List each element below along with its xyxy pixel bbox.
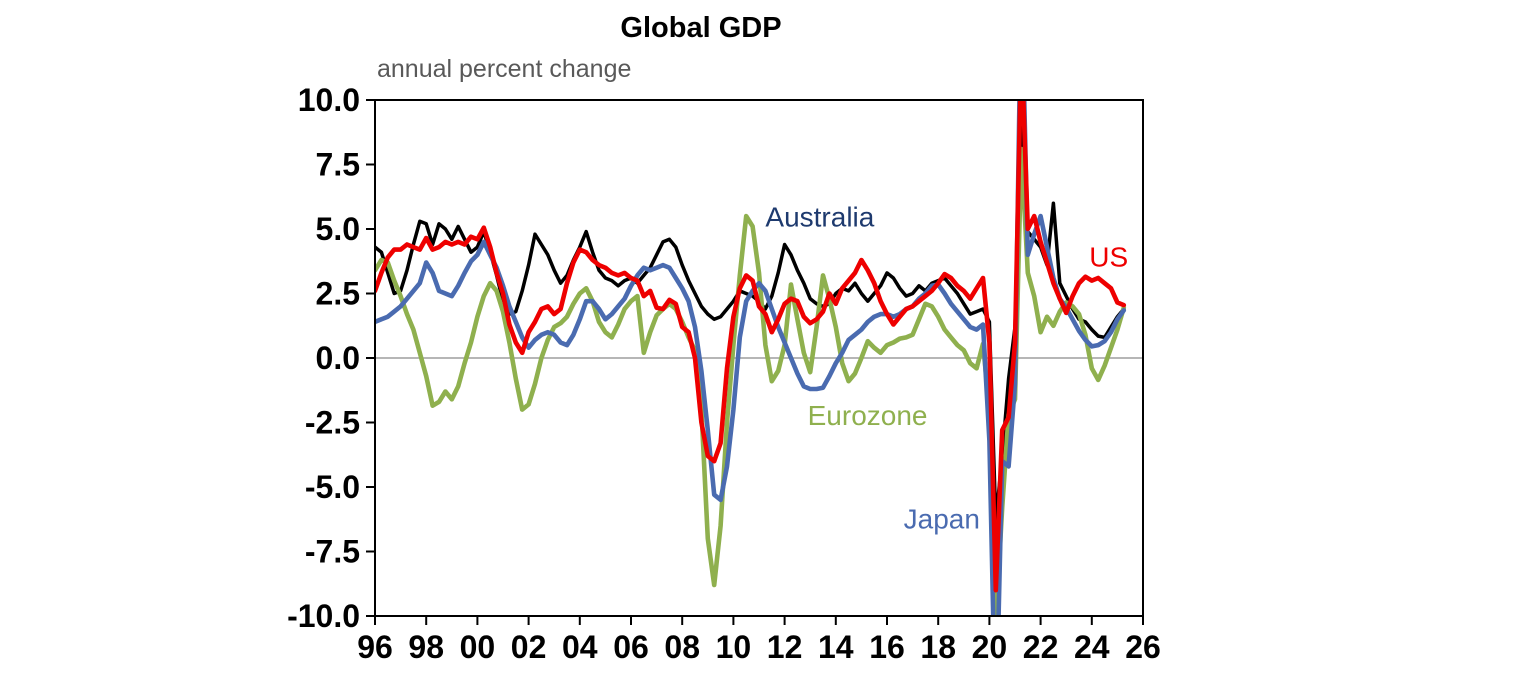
y-tick-label: 7.5 bbox=[316, 147, 360, 183]
series-label-eurozone: Eurozone bbox=[808, 400, 928, 431]
x-tick-label: 14 bbox=[818, 629, 854, 665]
y-tick-label: 10.0 bbox=[298, 82, 360, 118]
y-tick-label: 2.5 bbox=[316, 276, 360, 312]
y-tick-label: -5.0 bbox=[305, 469, 360, 505]
y-tick-label: 5.0 bbox=[316, 211, 360, 247]
chart-title: Global GDP bbox=[620, 12, 782, 44]
x-tick-label: 04 bbox=[562, 629, 598, 665]
y-tick-label: 0.0 bbox=[316, 340, 360, 376]
line-us bbox=[375, 100, 1127, 593]
x-tick-label: 12 bbox=[767, 629, 803, 665]
x-tick-label: 22 bbox=[1023, 629, 1059, 665]
x-tick-label: 18 bbox=[920, 629, 956, 665]
x-tick-label: 10 bbox=[716, 629, 752, 665]
x-tick-label: 02 bbox=[511, 629, 547, 665]
x-tick-label: 20 bbox=[972, 629, 1008, 665]
series-label-us: US bbox=[1089, 241, 1128, 272]
line-japan bbox=[375, 100, 1127, 616]
x-tick-label: 26 bbox=[1125, 629, 1161, 665]
x-tick-label: 98 bbox=[408, 629, 444, 665]
x-tick-label: 96 bbox=[357, 629, 393, 665]
y-tick-label: -2.5 bbox=[305, 405, 360, 441]
x-tick-label: 06 bbox=[613, 629, 649, 665]
series-label-australia: Australia bbox=[765, 201, 874, 232]
x-tick-label: 16 bbox=[869, 629, 905, 665]
y-tick-label: -10.0 bbox=[287, 598, 360, 634]
x-tick-label: 24 bbox=[1074, 629, 1110, 665]
x-tick-label: 00 bbox=[460, 629, 496, 665]
chart-subtitle: annual percent change bbox=[377, 55, 632, 83]
y-tick-label: -7.5 bbox=[305, 534, 360, 570]
x-tick-label: 08 bbox=[664, 629, 700, 665]
series-label-japan: Japan bbox=[904, 503, 980, 534]
